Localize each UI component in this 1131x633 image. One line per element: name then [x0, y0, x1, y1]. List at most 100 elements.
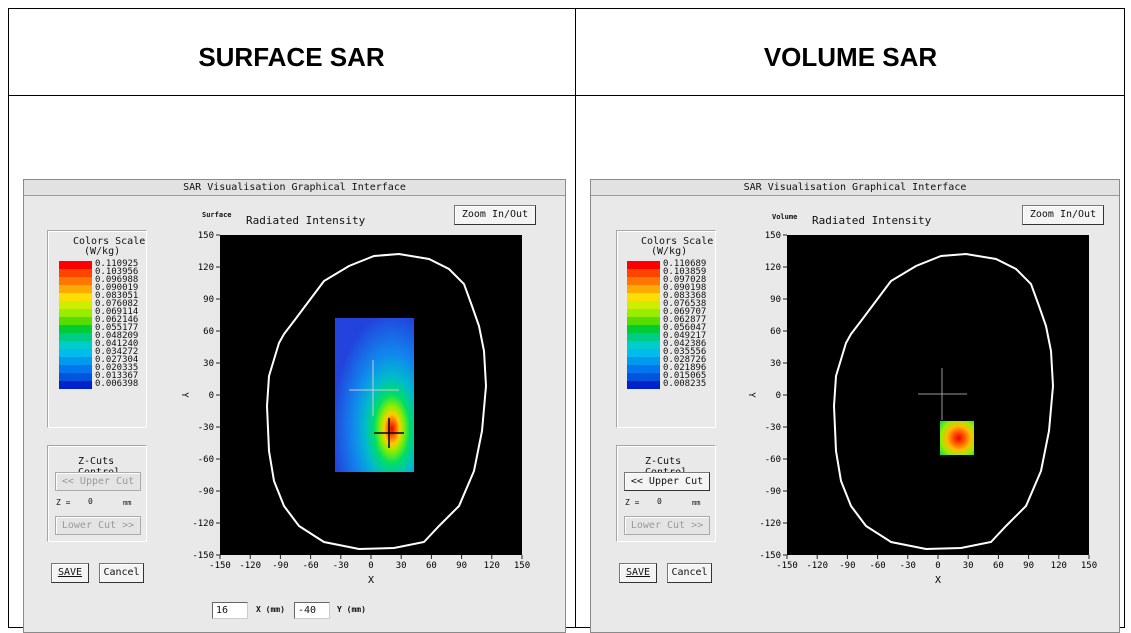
y-coordinate-field[interactable]: -40	[294, 602, 330, 619]
y-tick-label: -90	[765, 487, 781, 497]
legend-swatch	[627, 373, 660, 381]
upper-cut-button[interactable]: << Upper Cut	[624, 472, 710, 491]
legend-value: 0.055177	[95, 323, 139, 333]
y-tick-label: 120	[765, 263, 781, 273]
legend-swatch	[59, 341, 92, 349]
legend-value: 0.090019	[95, 283, 139, 293]
legend-title: Colors Scale	[641, 236, 714, 247]
comparison-table	[8, 8, 1125, 628]
x-tick-label: 0	[368, 561, 373, 571]
x-axis-label: X	[935, 575, 941, 586]
x-coordinate-label: X (mm)	[256, 605, 285, 614]
x-tick-label: 120	[484, 561, 500, 571]
legend-row: 0.027304	[59, 355, 147, 365]
z-cuts-control: Z-Cuts Control << Upper Cut Z = 0 mm Low…	[47, 445, 147, 542]
legend-value: 0.006398	[95, 379, 139, 389]
legend-swatch	[627, 317, 660, 325]
legend-row: 0.008235	[627, 379, 715, 389]
upper-cut-button[interactable]: << Upper Cut	[55, 472, 141, 491]
legend-row: 0.006398	[59, 379, 147, 389]
legend-swatch	[59, 301, 92, 309]
legend-row: 0.110689	[627, 259, 715, 269]
legend-row: 0.076538	[627, 299, 715, 309]
save-button[interactable]: SAVE	[51, 563, 89, 583]
legend-value: 0.008235	[663, 379, 707, 389]
color-scale-legend: Colors Scale (W/kg) 0.110925 0.103956 0.09…	[47, 230, 147, 428]
legend-value: 0.028726	[663, 355, 707, 365]
surface-sar-heading: SURFACE SAR	[198, 42, 385, 72]
z-label: Z =	[625, 498, 640, 507]
legend-value: 0.021896	[663, 363, 707, 373]
y-tick-label: -120	[759, 519, 781, 529]
zoom-button[interactable]: Zoom In/Out	[454, 205, 536, 225]
y-tick-label: -150	[192, 551, 214, 561]
legend-swatch	[627, 357, 660, 365]
legend-value: 0.076082	[95, 299, 139, 309]
legend-swatch	[627, 285, 660, 293]
legend-value: 0.083051	[95, 291, 139, 301]
legend-swatch	[59, 277, 92, 285]
legend-row: 0.090019	[59, 283, 147, 293]
legend-row: 0.015065	[627, 371, 715, 381]
legend-swatch	[59, 317, 92, 325]
z-unit: mm	[123, 499, 132, 507]
legend-swatch	[627, 349, 660, 357]
x-tick-label: 90	[456, 561, 467, 571]
lower-cut-button[interactable]: Lower Cut >>	[624, 516, 710, 535]
sar-heatmap	[940, 421, 974, 455]
color-scale-legend: Colors Scale (W/kg) 0.110689 0.103859 0.09…	[616, 230, 716, 428]
legend-value: 0.062877	[663, 315, 707, 325]
y-tick-label: 0	[776, 391, 781, 401]
x-coordinate-field[interactable]: 16	[212, 602, 248, 619]
cancel-button[interactable]: Cancel	[99, 563, 144, 583]
legend-unit: (W/kg)	[651, 246, 688, 257]
legend-value: 0.083368	[663, 291, 707, 301]
y-tick-label: -60	[198, 455, 214, 465]
legend-value: 0.048209	[95, 331, 139, 341]
legend-row: 0.083051	[59, 291, 147, 301]
z-label: Z =	[56, 498, 71, 507]
legend-swatch	[627, 381, 660, 389]
plot-area	[787, 235, 1089, 555]
x-tick-label: -30	[900, 561, 916, 571]
sar-plot-surface[interactable]: -150 -120 -90 -60 -30 0 30 60 90 120 150 150 120 90 60…	[174, 226, 539, 596]
table-column-divider	[575, 8, 576, 628]
y-tick-label: 60	[203, 327, 214, 337]
legend-value: 0.097028	[663, 275, 707, 285]
table-row-divider	[8, 95, 1125, 96]
legend-value: 0.013367	[95, 371, 139, 381]
legend-swatch	[59, 333, 92, 341]
y-tick-label: 150	[765, 231, 781, 241]
y-tick-label: 0	[209, 391, 214, 401]
x-axis-label: X	[368, 575, 374, 586]
legend-row: 0.013367	[59, 371, 147, 381]
y-tick-label: 150	[198, 231, 214, 241]
legend-swatch	[627, 269, 660, 277]
lower-cut-button[interactable]: Lower Cut >>	[55, 516, 141, 535]
legend-row: 0.103956	[59, 267, 147, 277]
phantom-outline	[832, 252, 1055, 551]
y-tick-label: 90	[203, 295, 214, 305]
legend-swatch	[59, 269, 92, 277]
x-tick-label: 60	[993, 561, 1004, 571]
legend-row: 0.034272	[59, 347, 147, 357]
legend-swatch	[59, 293, 92, 301]
legend-value: 0.103956	[95, 267, 139, 277]
legend-row: 0.062877	[627, 315, 715, 325]
legend-row: 0.076082	[59, 299, 147, 309]
z-unit: mm	[692, 499, 701, 507]
legend-value: 0.069114	[95, 307, 139, 317]
legend-list: 0.110925 0.103956 0.096988 0.090019 0.083051…	[59, 259, 147, 390]
plot-title: Radiated Intensity	[812, 214, 932, 227]
legend-row: 0.020335	[59, 363, 147, 373]
sar-plot-volume[interactable]: -150 -120 -90 -60 -30 0 30 60 90 120 150 150 120 90 60…	[741, 226, 1106, 596]
zoom-button[interactable]: Zoom In/Out	[1022, 205, 1104, 225]
legend-swatch	[627, 341, 660, 349]
save-button[interactable]: SAVE	[619, 563, 657, 583]
legend-swatch	[59, 285, 92, 293]
window-title: SAR Visualisation Graphical Interface	[24, 180, 565, 196]
legend-list: 0.110689 0.103859 0.097028 0.090198 0.083368…	[627, 259, 715, 390]
legend-value: 0.076538	[663, 299, 707, 309]
y-tick-label: 30	[770, 359, 781, 369]
cancel-button[interactable]: Cancel	[667, 563, 712, 583]
